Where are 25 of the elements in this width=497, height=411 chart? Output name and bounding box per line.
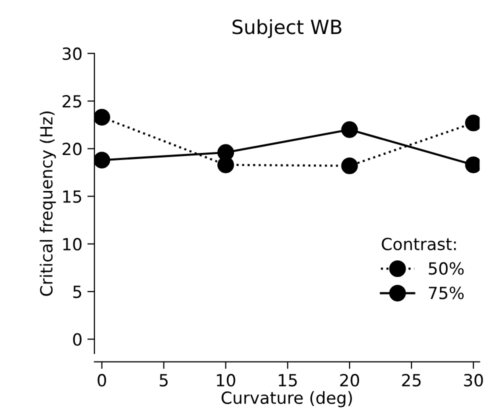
y-tick-label: 25 <box>62 95 82 108</box>
x-tick-label: 30 <box>464 374 483 386</box>
point <box>341 121 358 138</box>
legend-label: 50% <box>428 262 464 275</box>
point <box>217 144 234 161</box>
y-tick-label: 20 <box>62 142 82 156</box>
x-tick-label: 15 <box>278 374 297 386</box>
x-tick-label: 25 <box>402 374 421 386</box>
y-tick-label: 0 <box>73 333 82 346</box>
y-axis-title: Critical frequency (Hz) <box>40 112 56 296</box>
x-axis-title: Curvature (deg) <box>222 391 352 408</box>
chart-title: Subject WB <box>232 19 342 38</box>
y-tick-label: 10 <box>63 238 82 250</box>
x-tick-label: 10 <box>216 374 236 386</box>
x-tick-label: 20 <box>340 374 360 386</box>
x-tick-label: 0 <box>98 374 106 386</box>
point <box>341 157 358 174</box>
y-tick-label: 5 <box>73 286 82 298</box>
legend-label: 75% <box>428 286 464 300</box>
legend-title: Contrast: <box>382 238 456 250</box>
point <box>94 152 110 168</box>
point <box>94 108 110 126</box>
y-tick-label: 15 <box>63 190 82 203</box>
x-tick-label: 5 <box>160 374 168 386</box>
y-tick-label: 30 <box>62 47 82 60</box>
